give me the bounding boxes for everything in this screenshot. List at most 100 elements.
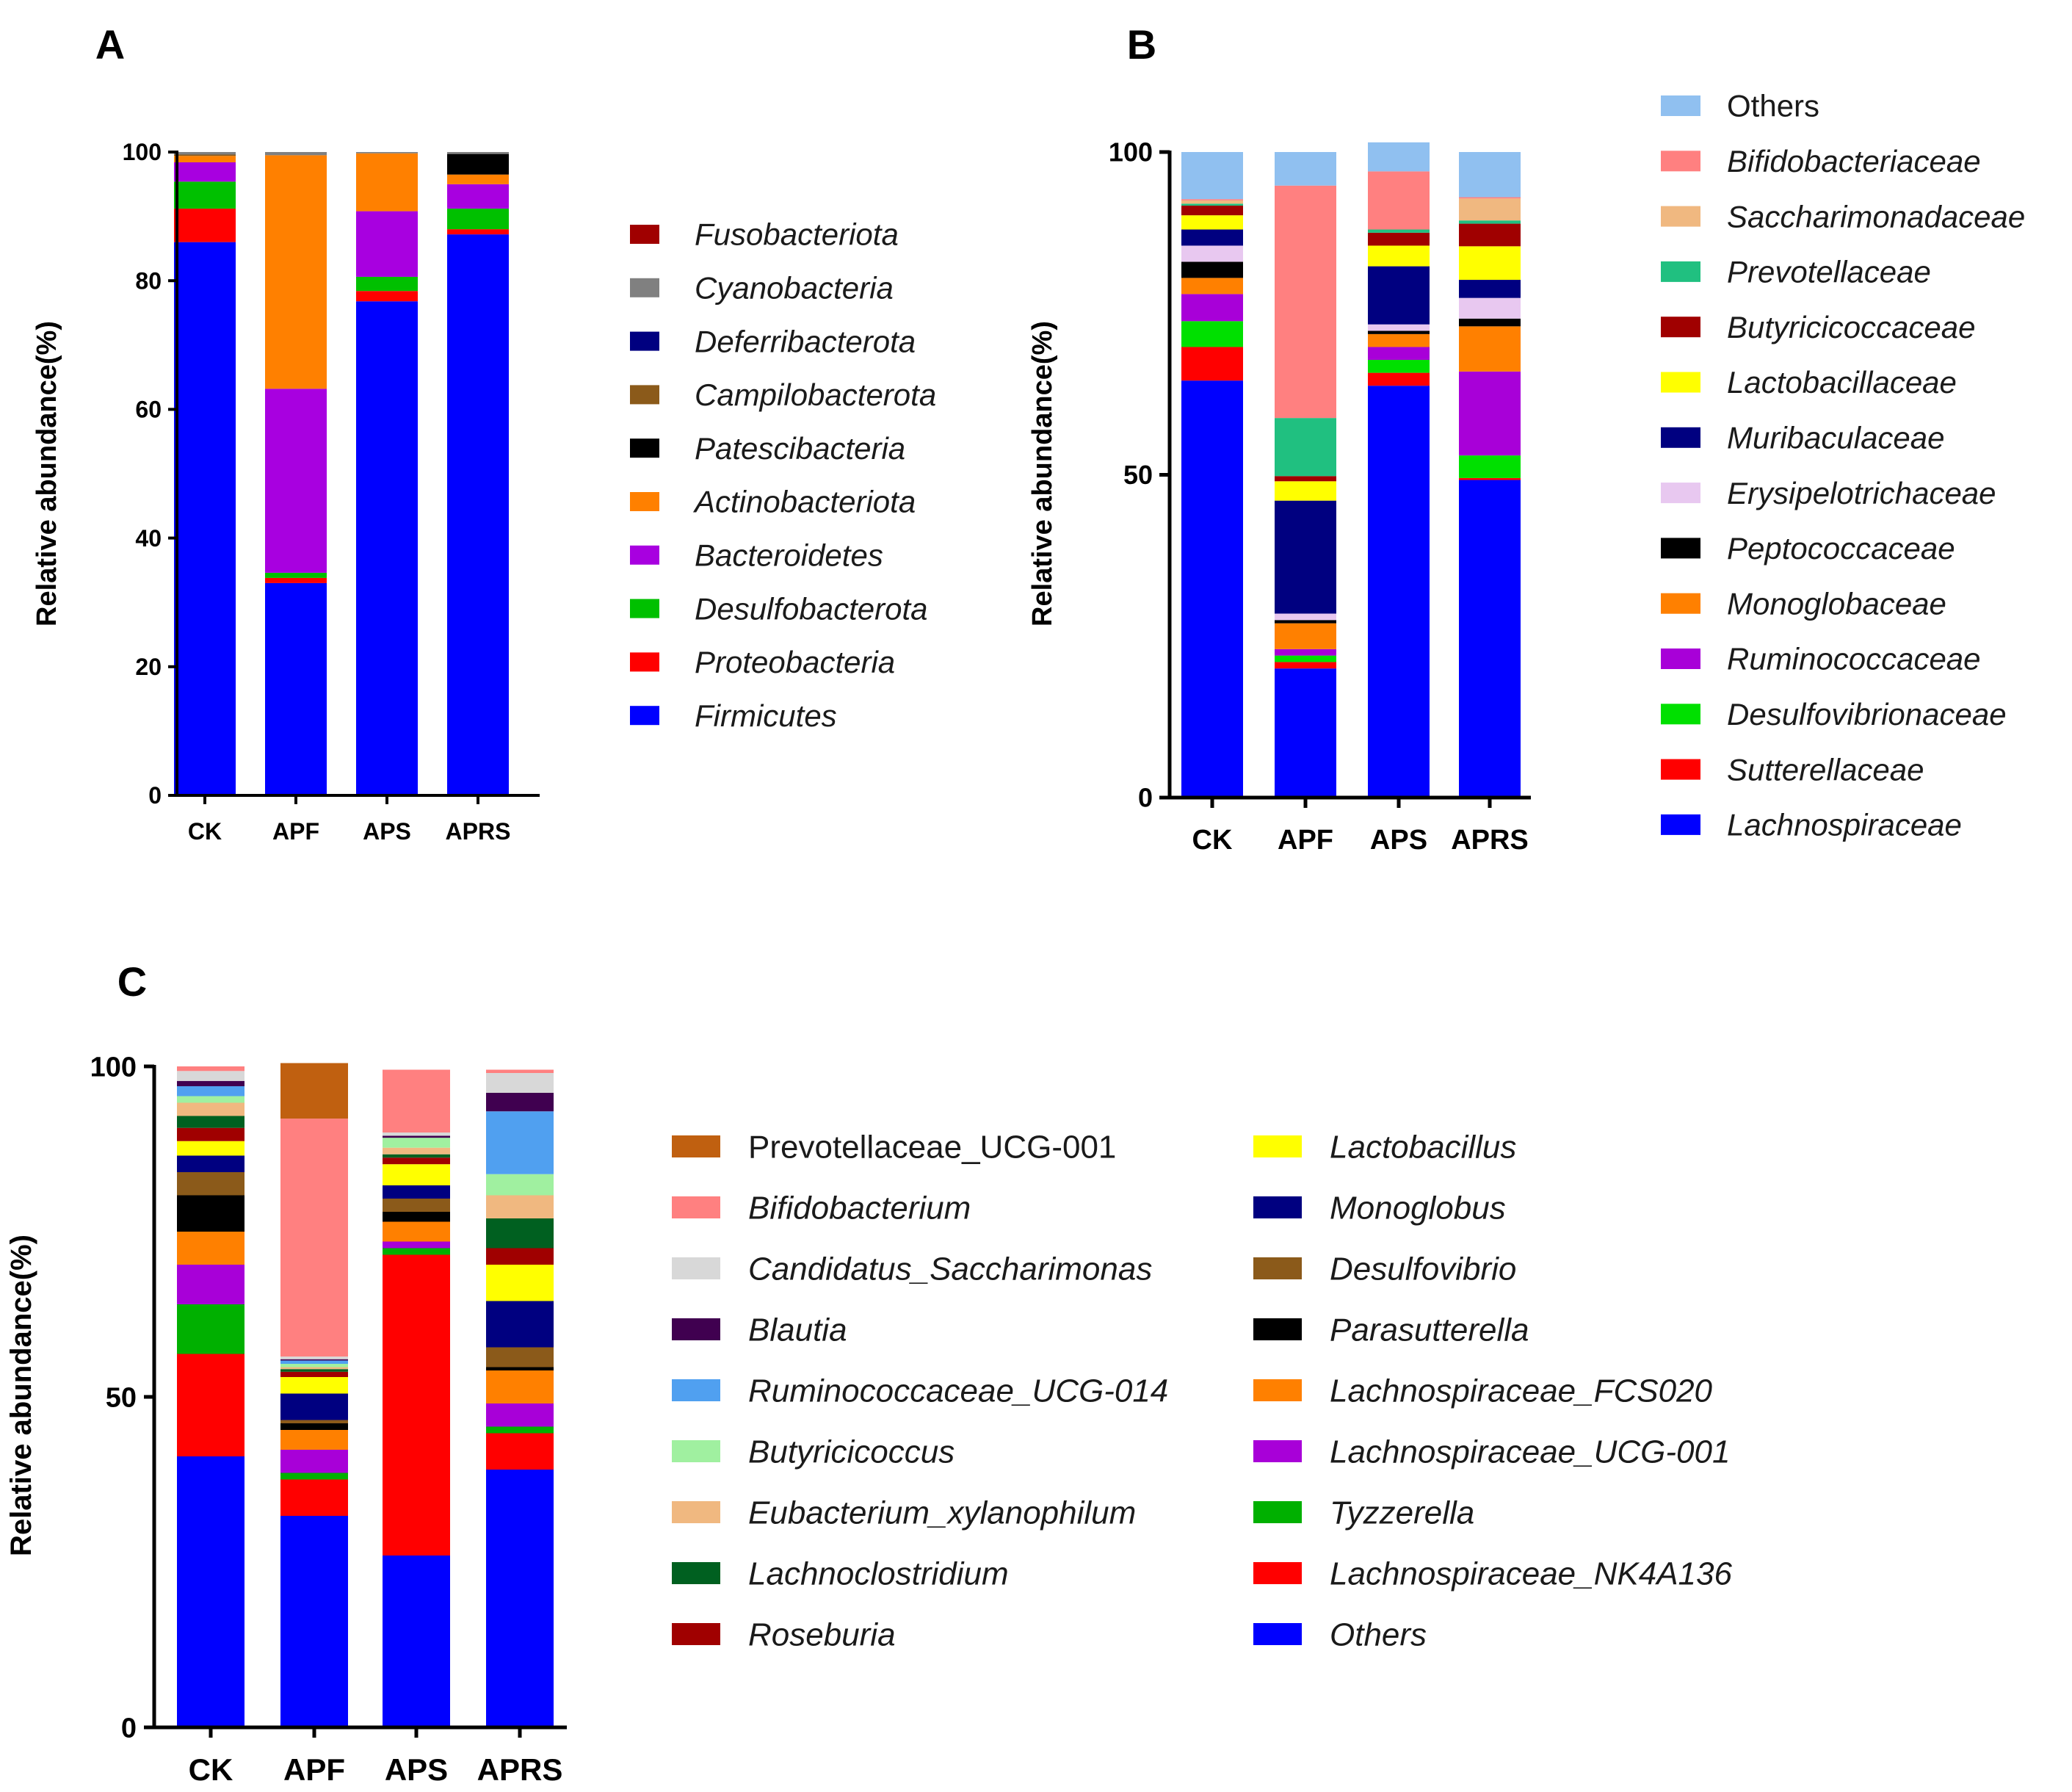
bar-segment-lachnospiraceae-ucg-001-aps (383, 1241, 450, 1249)
bar-segment-prevotellaceae-ucg-001-apf (280, 1063, 348, 1119)
bar-segment-candidatus-saccharimonas-ck (177, 1071, 244, 1081)
y-tick-label: 40 (135, 525, 162, 552)
legend-swatch-monoglobus (1253, 1196, 1302, 1218)
bar-segment-desulfovibrionaceae-ck (1181, 321, 1243, 347)
legend-label-lachnospiraceae-fcs020: Lachnospiraceae_FCS020 (1330, 1373, 1713, 1409)
legend-label-desulfovibrionaceae: Desulfovibrionaceae (1727, 697, 2007, 731)
bar-segment-eubacterium-xylanophilum-aprs (486, 1195, 554, 1218)
legend-label-saccharimonadaceae: Saccharimonadaceae (1727, 199, 2025, 234)
bar-segment-monoglobus-ck (177, 1155, 244, 1172)
panel-c: C 0 50 100 CK APF APS APRS Relative abundance(%)… (5, 958, 1732, 1787)
bar-segment-bifidobacterium-aprs (486, 1069, 554, 1073)
bar-segment-sutterellaceae-aprs (1459, 477, 1521, 480)
legend-label-campilobacterota: Campilobacterota (695, 377, 936, 412)
bar-segment-desulfobacterota-aps (356, 276, 418, 292)
bar-segment-blautia-aprs (486, 1093, 554, 1112)
legend-label-lachnoclostridium: Lachnoclostridium (748, 1556, 1009, 1592)
bar-segment-bifidobacterium-aps (383, 1069, 450, 1132)
legend-swatch-peptococcaceae (1661, 538, 1700, 559)
legend-swatch-tyzzerella (1253, 1501, 1302, 1523)
legend-label-sutterellaceae: Sutterellaceae (1727, 752, 1924, 787)
panel-b: B 0 50 100 CK APF APS APRS Relative abundance(%)… (1027, 21, 2025, 856)
bar-segment-others-aprs (486, 1470, 554, 1727)
bar-segment-peptococcaceae-ck (1181, 261, 1243, 278)
bar-segment-firmicutes-apf (265, 582, 327, 795)
bar-segment-lachnospiraceae-aps (1368, 386, 1430, 798)
bar-segment-prevotellaceae-aprs (1459, 220, 1521, 224)
legend-label-butyricicoccus: Butyricicoccus (748, 1434, 955, 1470)
bar-segment-others-apf (1275, 152, 1336, 186)
legend-label-lactobacillaceae: Lactobacillaceae (1727, 365, 1957, 400)
legend-label-lachnospiraceae: Lachnospiraceae (1727, 808, 1962, 842)
bar-segment-cyanobacteria-aprs (447, 152, 509, 154)
bar-segment-lachnospiraceae-ck (1181, 380, 1243, 798)
x-tick-label-apf: APF (272, 818, 319, 845)
legend-swatch-ruminococcaceae-ucg-014 (672, 1379, 720, 1401)
bar-segment-actinobacteriota-apf (265, 155, 327, 389)
bar-segment-firmicutes-aprs (447, 234, 509, 795)
legend-swatch-lactobacillaceae (1661, 372, 1700, 393)
bar-segment-monoglobus-aprs (486, 1301, 554, 1348)
bar-segment-firmicutes-ck (174, 242, 236, 795)
legend-swatch-prevotellaceae (1661, 261, 1700, 282)
bar-segment-tyzzerella-ck (177, 1304, 244, 1354)
legend-swatch-bacteroidetes (630, 545, 659, 565)
bar-segment-bifidobacteriaceae-aps (1368, 171, 1430, 230)
legend-swatch-lachnospiraceae (1661, 814, 1700, 835)
bar-segment-butyricicoccus-aprs (486, 1174, 554, 1196)
bar-segment-proteobacteria-ck (174, 209, 236, 242)
bar-segment-bifidobacteriaceae-ck (1181, 199, 1243, 200)
bar-segment-others-aps (1368, 142, 1430, 172)
legend-label-candidatus-saccharimonas: Candidatus_Saccharimonas (748, 1251, 1152, 1287)
bar-segment-proteobacteria-aps (356, 291, 418, 302)
legend-swatch-fusobacteriota (630, 225, 659, 244)
bar-segment-lachnospiraceae-nk4a136-ck (177, 1354, 244, 1456)
bar-segment-roseburia-ck (177, 1127, 244, 1141)
legend-label-desulfovibrio: Desulfovibrio (1330, 1251, 1516, 1287)
bar-segment-eubacterium-xylanophilum-ck (177, 1102, 244, 1116)
legend-label-fusobacteriota: Fusobacteriota (695, 217, 899, 252)
bar-segment-lactobacillaceae-ck (1181, 215, 1243, 230)
bar-segment-desulfobacterota-ck (174, 181, 236, 209)
bar-segment-ruminococcaceae-ck (1181, 294, 1243, 322)
bar-segment-ruminococcaceae-ucg-014-aprs (486, 1111, 554, 1174)
bar-segment-ruminococcaceae-aps (1368, 347, 1430, 361)
legend-swatch-others (1661, 95, 1700, 116)
bar-segment-desulfovibrio-aprs (486, 1347, 554, 1368)
legend-swatch-sutterellaceae (1661, 759, 1700, 780)
y-axis-title: Relative abundance(%) (32, 321, 62, 626)
bar-segment-bifidobacteriaceae-aprs (1459, 197, 1521, 199)
bar-segment-bacteroidetes-apf (265, 389, 327, 573)
bar-segment-lachnospiraceae-aprs (1459, 480, 1521, 798)
y-tick-label: 100 (90, 1052, 137, 1083)
bar-segment-tyzzerella-aps (383, 1248, 450, 1255)
legend-label-muribaculaceae: Muribaculaceae (1727, 421, 1945, 455)
legend-label-others: Others (1330, 1616, 1427, 1652)
bar-segment-cyanobacteria-aps (356, 152, 418, 153)
bar-segment-roseburia-aprs (486, 1248, 554, 1265)
legend-label-peptococcaceae: Peptococcaceae (1727, 531, 1955, 566)
y-axis-title: Relative abundance(%) (5, 1235, 37, 1556)
bar-segment-tyzzerella-aprs (486, 1426, 554, 1434)
bar-segment-desulfovibrionaceae-aps (1368, 360, 1430, 373)
bar-segment-actinobacteriota-aps (356, 153, 418, 212)
bar-segment-monoglobaceae-ck (1181, 278, 1243, 295)
bar-segment-lachnoclostridium-aps (383, 1154, 450, 1158)
legend-label-others: Others (1727, 89, 1819, 123)
legend-swatch-erysipelotrichaceae (1661, 483, 1700, 504)
legend-swatch-bifidobacteriaceae (1661, 151, 1700, 172)
x-tick-label-aprs: APRS (446, 818, 511, 845)
bar-segment-lachnospiraceae-fcs020-aps (383, 1221, 450, 1242)
x-tick-label-ck: CK (1192, 825, 1233, 856)
legend-label-actinobacteriota: Actinobacteriota (692, 485, 916, 519)
x-tick-label-apf: APF (283, 1752, 345, 1787)
bar-segment-bifidobacterium-ck (177, 1066, 244, 1072)
legend-label-monoglobus: Monoglobus (1330, 1190, 1506, 1226)
bar-segment-desulfovibrio-ck (177, 1172, 244, 1196)
legend-swatch-desulfovibrio (1253, 1257, 1302, 1279)
bar-segment-lachnospiraceae-nk4a136-aps (383, 1254, 450, 1556)
bar-segment-parasutterella-ck (177, 1195, 244, 1232)
bar-segment-lachnospiraceae-ucg-001-aprs (486, 1403, 554, 1427)
y-tick-label: 50 (1123, 460, 1153, 490)
bar-segment-monoglobaceae-aps (1368, 333, 1430, 347)
